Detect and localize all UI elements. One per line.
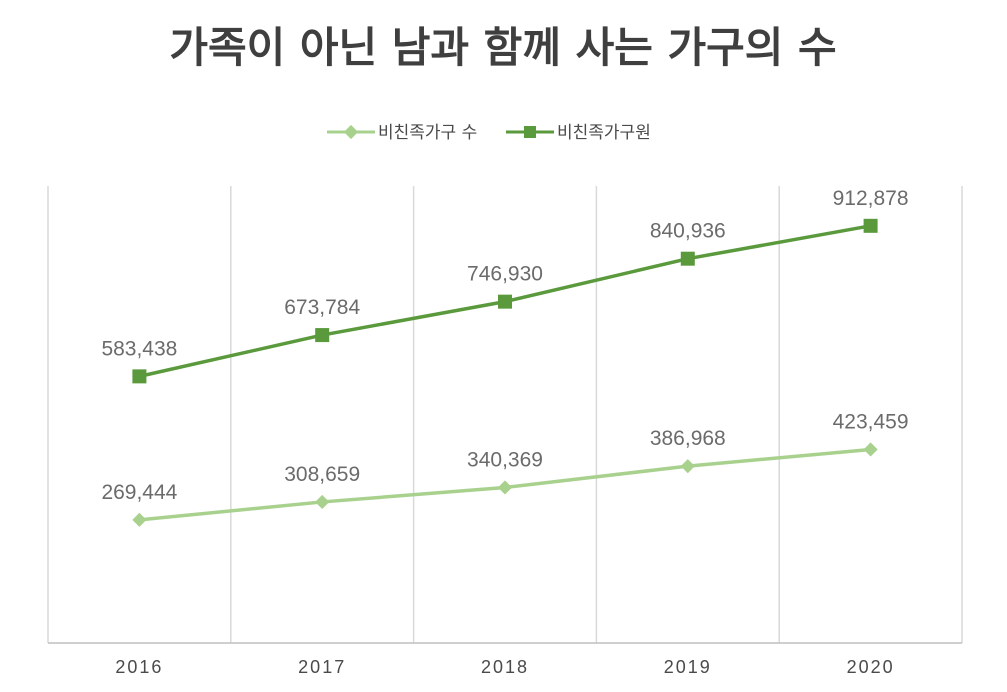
x-tick-label: 2020 [847, 657, 895, 677]
x-tick-label: 2018 [481, 657, 529, 677]
data-label: 308,659 [284, 463, 360, 486]
data-point-diamond [863, 442, 878, 457]
data-point-square [315, 328, 330, 343]
data-label: 583,438 [101, 337, 177, 360]
data-label: 840,936 [650, 220, 726, 243]
data-label: 746,930 [467, 263, 543, 286]
data-label: 386,968 [650, 427, 726, 450]
data-label: 269,444 [101, 481, 177, 504]
legend-label-series-1: 비친족가구 수 [378, 123, 477, 143]
data-point-square [680, 251, 695, 266]
x-tick-label: 2019 [664, 657, 712, 677]
series-layer [132, 218, 878, 527]
data-point-square [863, 218, 878, 233]
legend-diamond-marker [343, 124, 359, 140]
gridlines [47, 186, 963, 643]
data-label: 423,459 [833, 410, 909, 433]
data-label: 340,369 [467, 448, 543, 471]
legend-label-series-2: 비친족가구원 [557, 123, 651, 143]
data-point-diamond [497, 480, 513, 495]
legend-item-series-2: 비친족가구원 [506, 123, 651, 143]
data-point-diamond [680, 459, 695, 474]
x-axis-ticks: 2016 2017 2018 2019 2020 [115, 657, 895, 677]
legend-item-series-1: 비친족가구 수 [327, 123, 477, 143]
data-point-diamond [315, 494, 330, 510]
chart-title: 가족이 아닌 남과 함께 사는 가구의 수 [169, 23, 836, 72]
data-label: 673,784 [284, 296, 360, 319]
legend: 비친족가구 수 비친족가구원 [327, 123, 651, 143]
data-label: 912,878 [833, 187, 909, 210]
x-tick-label: 2017 [298, 657, 346, 677]
data-point-diamond [132, 512, 147, 527]
data-point-square [132, 369, 147, 384]
data-point-square [498, 294, 512, 309]
x-tick-label: 2016 [115, 657, 163, 677]
legend-square-marker [524, 126, 536, 138]
data-labels: 269,444 308,659 340,369 386,968 423,459 583,4… [101, 187, 908, 504]
